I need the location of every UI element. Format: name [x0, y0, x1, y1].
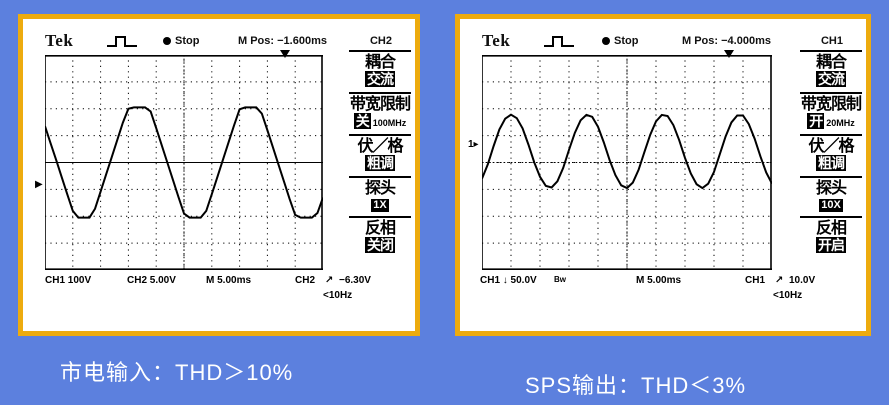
status-trigger-source: CH2 — [295, 275, 316, 286]
status-trigger-source: CH1 — [745, 275, 766, 286]
status-trigger-frequency: <10Hz — [773, 290, 803, 301]
menu-item-invert-label: 反相 — [364, 220, 396, 237]
menu-divider — [800, 216, 862, 218]
status-trigger-level: 10.0V — [789, 275, 816, 286]
channel-menu[interactable]: 耦合 交流 带宽限制 开 20MHz 伏／格 粗调 探头 10X — [800, 49, 862, 257]
menu-item-invert-value: 开启 — [816, 237, 846, 253]
caption-sps-output: SPS输出：THD＜3% — [525, 373, 747, 398]
tek-logo: Tek — [482, 31, 511, 50]
scope-screen: Tek Stop M Pos: −4.000ms CH1 — [460, 19, 866, 331]
trigger-position-marker-icon — [280, 50, 290, 58]
menu-divider — [349, 216, 411, 218]
stop-dot-icon — [163, 37, 171, 45]
menu-item-volts-per-div-label: 伏／格 — [808, 138, 854, 155]
menu-item-coupling-value: 交流 — [365, 71, 395, 87]
horizontal-position-readout: M Pos: −1.600ms — [238, 35, 327, 47]
menu-item-bandwidth-limit-value: 开 — [807, 113, 825, 129]
horizontal-position-readout: M Pos: −4.000ms — [682, 35, 771, 47]
status-ch1-bandwidth-tag: Bw — [554, 275, 566, 284]
status-timebase: M 5.00ms — [636, 275, 682, 286]
channel-reference-marker-icon: 1▸ — [468, 139, 479, 150]
graticule-area — [45, 55, 323, 270]
scope-topbar: Tek Stop M Pos: −1.600ms CH2 — [23, 31, 415, 53]
waveform-display — [45, 55, 323, 270]
status-ch1-scale: CH1 100V — [45, 275, 92, 286]
stop-dot-icon — [602, 37, 610, 45]
status-timebase: M 5.00ms — [206, 275, 252, 286]
menu-divider — [800, 176, 862, 178]
menu-item-probe-label: 探头 — [815, 180, 847, 197]
menu-item-coupling-label: 耦合 — [815, 54, 847, 71]
waveform-display — [482, 55, 772, 270]
oscilloscope-panel-sps-output: Tek Stop M Pos: −4.000ms CH1 — [455, 14, 871, 336]
menu-divider — [349, 176, 411, 178]
menu-channel-header: CH1 — [820, 35, 843, 47]
scope-topbar: Tek Stop M Pos: −4.000ms CH1 — [460, 31, 866, 53]
menu-item-bandwidth-limit[interactable]: 带宽限制 关 100MHz — [349, 95, 411, 133]
menu-item-coupling-label: 耦合 — [364, 54, 396, 71]
trigger-waveform-icon — [544, 36, 574, 47]
status-ch1-scale: CH1 ↓ 50.0V — [480, 275, 537, 286]
status-ch2-scale: CH2 5.00V — [127, 275, 176, 286]
menu-item-coupling-value: 交流 — [816, 71, 846, 87]
menu-item-probe-label: 探头 — [364, 180, 396, 197]
menu-item-probe[interactable]: 探头 1X — [349, 179, 411, 215]
menu-item-invert[interactable]: 反相 关闭 — [349, 219, 411, 257]
trigger-position-marker-icon — [724, 50, 734, 58]
menu-item-volts-per-div-value: 粗调 — [365, 155, 395, 171]
menu-item-bandwidth-limit-label: 带宽限制 — [349, 96, 411, 113]
menu-item-volts-per-div-value: 粗调 — [816, 155, 846, 171]
menu-item-probe-value: 1X — [371, 199, 389, 212]
menu-divider — [800, 134, 862, 136]
caption-mains-input: 市电输入：THD＞10% — [60, 360, 294, 385]
menu-item-bandwidth-limit-value: 关 — [353, 113, 371, 129]
menu-item-volts-per-div[interactable]: 伏／格 粗调 — [800, 137, 862, 175]
scope-screen: Tek Stop M Pos: −1.600ms CH2 — [23, 19, 415, 331]
channel-menu[interactable]: 耦合 交流 带宽限制 关 100MHz 伏／格 粗调 探头 1X — [349, 49, 411, 257]
status-trigger-slope-icon: ↗ — [775, 275, 784, 286]
menu-item-bandwidth-limit-unit: 20MHz — [826, 118, 855, 128]
menu-channel-header: CH2 — [369, 35, 392, 47]
run-state-indicator: Stop — [602, 35, 638, 47]
oscilloscope-panel-mains-input: Tek Stop M Pos: −1.600ms CH2 — [18, 14, 420, 336]
menu-divider — [800, 92, 862, 94]
menu-item-bandwidth-limit-unit: 100MHz — [372, 118, 407, 128]
status-trigger-level: −6.30V — [339, 275, 371, 286]
graticule-area — [482, 55, 772, 270]
run-state-indicator: Stop — [163, 35, 199, 47]
menu-item-coupling[interactable]: 耦合 交流 — [349, 53, 411, 91]
ground-reference-marker-icon: ▶ — [35, 179, 43, 190]
menu-item-probe-value: 10X — [819, 199, 843, 212]
menu-item-bandwidth-limit-label: 带宽限制 — [800, 96, 862, 113]
menu-item-bandwidth-limit[interactable]: 带宽限制 开 20MHz — [800, 95, 862, 133]
menu-item-probe[interactable]: 探头 10X — [800, 179, 862, 215]
menu-divider — [349, 50, 411, 52]
menu-divider — [349, 134, 411, 136]
menu-item-coupling[interactable]: 耦合 交流 — [800, 53, 862, 91]
menu-item-invert-value: 关闭 — [365, 237, 395, 253]
menu-item-volts-per-div[interactable]: 伏／格 粗调 — [349, 137, 411, 175]
tek-logo: Tek — [45, 31, 74, 50]
menu-item-invert[interactable]: 反相 开启 — [800, 219, 862, 257]
menu-divider — [800, 50, 862, 52]
trigger-waveform-icon — [107, 36, 137, 47]
menu-divider — [349, 92, 411, 94]
status-trigger-frequency: <10Hz — [323, 290, 353, 301]
status-trigger-slope-icon: ↗ — [325, 275, 334, 286]
menu-item-invert-label: 反相 — [815, 220, 847, 237]
menu-item-volts-per-div-label: 伏／格 — [357, 138, 403, 155]
